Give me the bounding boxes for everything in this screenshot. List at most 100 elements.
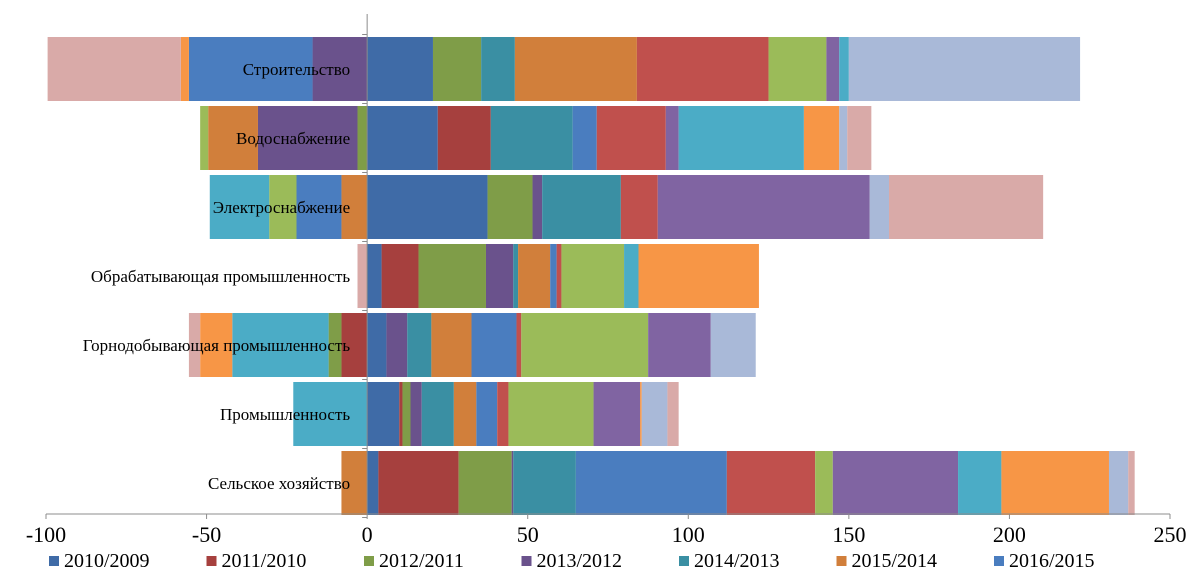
bar-segment bbox=[667, 382, 679, 446]
bar-segment bbox=[200, 106, 209, 170]
bar-segment bbox=[1128, 451, 1135, 515]
bar-segment bbox=[508, 382, 594, 446]
bar-segment bbox=[542, 175, 621, 239]
bar-segment bbox=[815, 451, 833, 515]
category-label: Промышленность bbox=[220, 405, 350, 424]
bar-segment bbox=[293, 382, 368, 446]
bar-segment bbox=[636, 37, 769, 101]
bar-segment bbox=[328, 313, 342, 377]
bar-segment bbox=[418, 244, 486, 308]
bar-segment bbox=[208, 106, 258, 170]
bar-segment bbox=[386, 313, 408, 377]
legend-label: 2015/2014 bbox=[852, 550, 938, 572]
x-axis-ticks: -100 -50 0 50 100 150 200 250 bbox=[26, 514, 1187, 547]
bar-segment bbox=[847, 106, 872, 170]
bar-segment bbox=[726, 451, 816, 515]
bar-segment bbox=[575, 451, 727, 515]
bar-segment bbox=[561, 244, 625, 308]
legend-label: 2010/2009 bbox=[64, 550, 150, 572]
bar-segment bbox=[487, 175, 533, 239]
bar-segment bbox=[407, 313, 432, 377]
bar-segment bbox=[1108, 451, 1129, 515]
bar-segment bbox=[367, 106, 438, 170]
x-tick-label: -50 bbox=[192, 522, 221, 547]
bar-segment bbox=[869, 175, 889, 239]
bar-segment bbox=[678, 106, 804, 170]
bar-segment bbox=[47, 37, 181, 101]
bar-segment bbox=[839, 37, 849, 101]
bar-segment bbox=[620, 175, 658, 239]
bar-segment bbox=[513, 451, 576, 515]
bar-segment bbox=[421, 382, 454, 446]
bar-segment bbox=[378, 451, 459, 515]
bar-segment bbox=[357, 244, 368, 308]
bar-segment bbox=[476, 382, 498, 446]
bar-segment bbox=[550, 244, 557, 308]
bar-segment bbox=[556, 244, 562, 308]
bar-segment bbox=[641, 382, 668, 446]
bar-segment bbox=[532, 175, 543, 239]
legend-swatch bbox=[679, 556, 689, 566]
bar-segment bbox=[402, 382, 411, 446]
bar-segment bbox=[521, 313, 649, 377]
bar-segment bbox=[768, 37, 827, 101]
legend-label: 2016/2015 bbox=[1009, 550, 1095, 572]
bar-segment bbox=[367, 313, 387, 377]
bar-segment bbox=[826, 37, 840, 101]
bar-segment bbox=[481, 37, 515, 101]
bar-segment bbox=[188, 313, 201, 377]
bar-segment bbox=[296, 175, 342, 239]
bar-segment bbox=[341, 175, 368, 239]
legend-swatch bbox=[206, 556, 217, 566]
bar-segment bbox=[367, 382, 400, 446]
bar-segment bbox=[200, 313, 233, 377]
x-tick-label: 150 bbox=[832, 522, 865, 547]
bar-segment bbox=[269, 175, 297, 239]
bar-segment bbox=[357, 106, 368, 170]
bar-segment bbox=[624, 244, 639, 308]
bar-segment bbox=[518, 244, 551, 308]
bar-segment bbox=[257, 106, 358, 170]
bar-segment bbox=[958, 451, 1002, 515]
bar-segment bbox=[889, 175, 1044, 239]
legend-label: 2012/2011 bbox=[379, 550, 464, 572]
bar-segment bbox=[367, 244, 382, 308]
category-labels: Сельское хозяйство Промышленность Горнодоб… bbox=[83, 34, 368, 518]
bar-segment bbox=[839, 106, 848, 170]
bar-segment bbox=[593, 382, 641, 446]
bar-segment bbox=[312, 37, 368, 101]
x-tick-label: -100 bbox=[26, 522, 66, 547]
bar-segment bbox=[399, 382, 403, 446]
legend-label: 2013/2012 bbox=[537, 550, 623, 572]
legend-label: 2014/2013 bbox=[694, 550, 780, 572]
legend-swatch bbox=[836, 556, 847, 566]
bar-segment bbox=[341, 451, 368, 515]
bar-segment bbox=[341, 313, 368, 377]
bar-segment bbox=[832, 451, 959, 515]
bar-segment bbox=[431, 313, 472, 377]
x-tick-label: 250 bbox=[1154, 522, 1187, 547]
bar-segment bbox=[458, 451, 512, 515]
bar-segment bbox=[657, 175, 870, 239]
category-label: Строительство bbox=[243, 60, 350, 79]
bar-segment bbox=[209, 175, 270, 239]
bar-segment bbox=[514, 37, 637, 101]
bar-segment bbox=[180, 37, 189, 101]
category-label: Обрабатывающая промышленность bbox=[91, 267, 350, 286]
bar-segment bbox=[1001, 451, 1109, 515]
category-label: Горнодобывающая промышленность bbox=[83, 336, 351, 355]
legend-label: 2011/2010 bbox=[222, 550, 307, 572]
legend-swatch bbox=[521, 556, 532, 566]
x-tick-label: 0 bbox=[362, 522, 373, 547]
bar-segment bbox=[513, 244, 519, 308]
x-tick-label: 50 bbox=[517, 522, 539, 547]
bar-segment bbox=[710, 313, 756, 377]
category-label: Водоснабжение bbox=[236, 129, 350, 148]
bar-segment bbox=[432, 37, 482, 101]
bar-segment bbox=[848, 37, 1081, 101]
category-label: Сельское хозяйство bbox=[208, 474, 350, 493]
bar-segment bbox=[648, 313, 711, 377]
bar-segment bbox=[596, 106, 666, 170]
bar-segment bbox=[516, 313, 522, 377]
